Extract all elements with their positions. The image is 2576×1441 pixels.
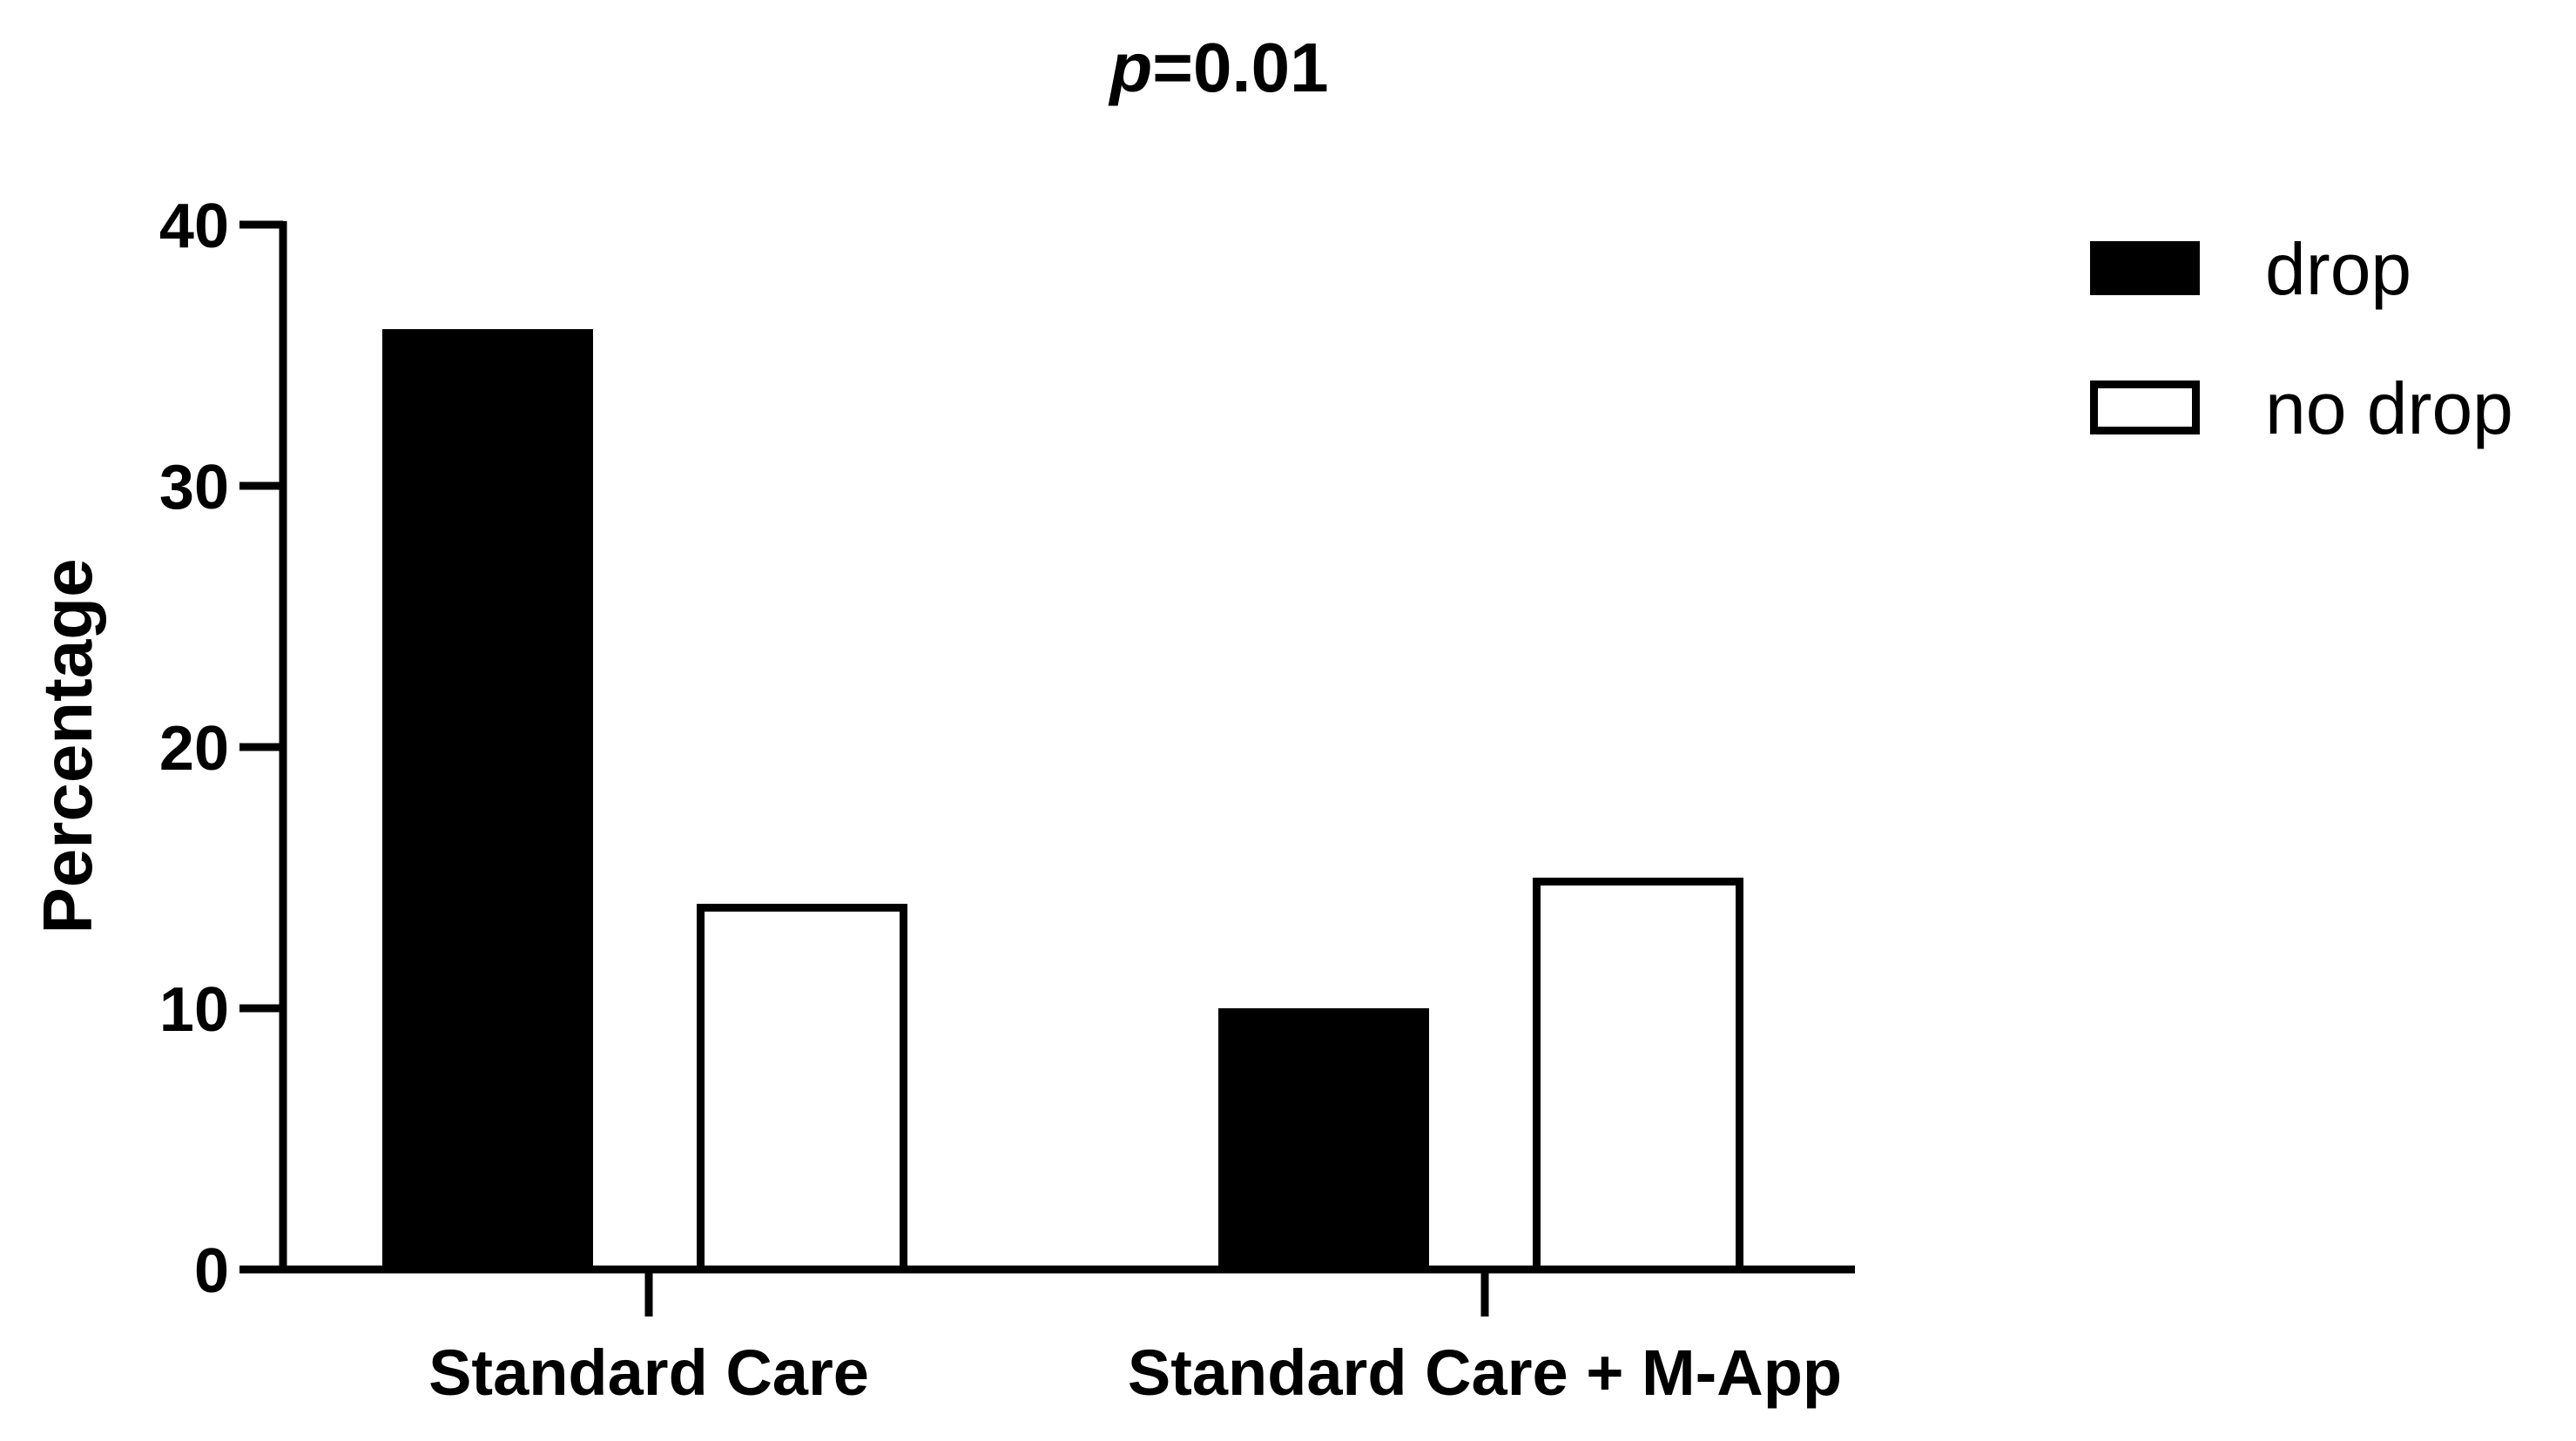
y-tick-label: 10 (159, 975, 229, 1045)
x-axis: Standard Care Standard Care + M-App (280, 1265, 1855, 1409)
y-tick-label: 40 (159, 192, 229, 261)
y-axis-label: Percentage (29, 558, 106, 933)
y-tick-label: 20 (159, 714, 229, 784)
chart-title-italic: p (1108, 29, 1152, 106)
bar-no-drop-1 (1533, 878, 1743, 1274)
chart-title: p=0.01 (1108, 29, 1328, 106)
legend-swatch-no-drop (2090, 380, 2200, 434)
chart-title-rest: =0.01 (1152, 29, 1328, 106)
x-tick-label: Standard Care (428, 1337, 869, 1409)
bar-drop-1 (1218, 1008, 1429, 1269)
y-axis: 0 10 20 30 40 (159, 192, 287, 1306)
legend-label-no-drop: no drop (2265, 367, 2513, 449)
y-tick-label: 0 (194, 1236, 229, 1306)
legend: drop no drop (2090, 228, 2513, 449)
bars (382, 329, 1743, 1274)
legend-label-drop: drop (2265, 228, 2411, 310)
bar-no-drop-0 (697, 904, 907, 1274)
x-tick-label: Standard Care + M-App (1128, 1337, 1842, 1409)
bar-drop-0 (382, 329, 593, 1269)
y-tick-label: 30 (159, 453, 229, 522)
legend-swatch-drop (2090, 241, 2200, 295)
